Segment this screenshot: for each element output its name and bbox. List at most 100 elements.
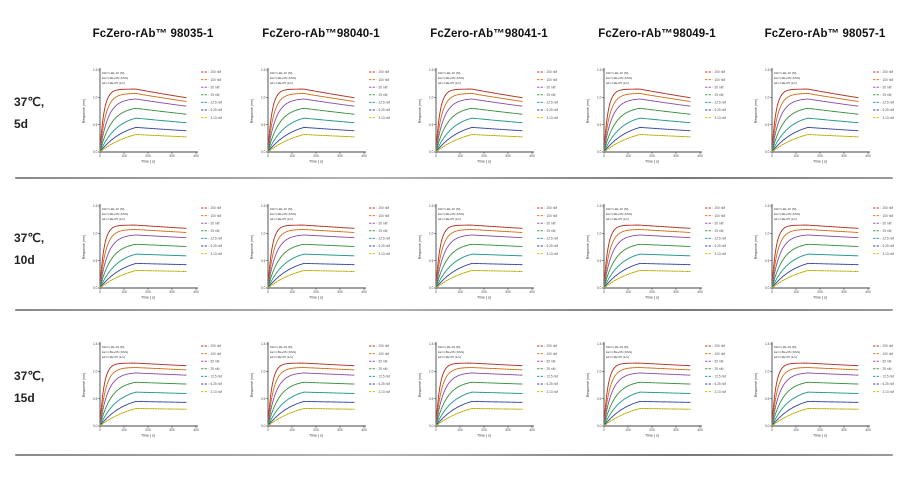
svg-text:200: 200: [481, 154, 487, 158]
svg-text:0.5: 0.5: [261, 259, 266, 263]
svg-text:1.0: 1.0: [261, 369, 266, 373]
svg-text:1.0: 1.0: [765, 369, 770, 373]
fit-overlay: [267, 117, 355, 153]
svg-text:100: 100: [457, 154, 463, 158]
svg-text:12.5 nM: 12.5 nM: [547, 101, 559, 105]
svg-text:ka=1.6E+05 (1/Ms): ka=1.6E+05 (1/Ms): [438, 212, 464, 216]
fit-overlay: [603, 127, 691, 153]
svg-text:0: 0: [771, 154, 773, 158]
svg-text:300: 300: [169, 290, 175, 294]
svg-text:0: 0: [771, 428, 773, 432]
curve-25nM: [99, 381, 187, 427]
svg-text:1.5: 1.5: [597, 68, 602, 72]
svg-text:0.5: 0.5: [597, 123, 602, 127]
fit-overlay: [603, 367, 691, 427]
svg-text:0.0: 0.0: [261, 424, 266, 428]
axes: 0 100 200 300 400 0.0 0.5 1.0 1.5 Time ( s) Respon…: [586, 68, 703, 164]
curve-50nM: [435, 234, 523, 289]
kinetics-annotation: KD=1.2E-10 (M)ka=1.6E+05 (1/Ms)kd=1.9E-0…: [606, 207, 632, 221]
svg-text:3.13 nM: 3.13 nM: [547, 116, 559, 120]
svg-text:25 nM: 25 nM: [547, 93, 556, 97]
svg-text:200: 200: [817, 290, 823, 294]
sensorgram-chart-r2c1: 0 100 200 300 400 0.0 0.5 1.0 1.5 Time ( s) Respon…: [82, 204, 223, 300]
sensorgram-chart-r2c4: 0 100 200 300 400 0.0 0.5 1.0 1.5 Time ( s) Respon…: [586, 204, 727, 300]
svg-text:kd=1.9E-05 (1/s): kd=1.9E-05 (1/s): [606, 217, 629, 221]
svg-text:50 nM: 50 nM: [547, 359, 556, 363]
fit-overlay: [603, 134, 691, 153]
fit-overlay: [267, 382, 355, 427]
chart-cell: 0 100 200 300 400 0.0 0.5 1.0 1.5 Time ( s) Respon…: [582, 58, 732, 176]
svg-text:1.5: 1.5: [765, 204, 770, 208]
svg-text:25 nM: 25 nM: [379, 93, 388, 97]
svg-text:0: 0: [435, 428, 437, 432]
curve-125nM: [435, 391, 523, 427]
svg-text:300: 300: [169, 154, 175, 158]
svg-text:kd=1.9E-05 (1/s): kd=1.9E-05 (1/s): [270, 355, 293, 359]
svg-text:0.5: 0.5: [765, 123, 770, 127]
svg-text:0: 0: [267, 428, 269, 432]
svg-text:ka=1.6E+05 (1/Ms): ka=1.6E+05 (1/Ms): [102, 76, 128, 80]
kinetics-annotation: KD=1.2E-10 (M)ka=1.6E+05 (1/Ms)kd=1.9E-0…: [102, 345, 128, 359]
y-axis-label: Response (nm): [418, 99, 422, 124]
svg-text:3.13 nM: 3.13 nM: [547, 252, 559, 256]
svg-text:Time ( s): Time ( s): [477, 296, 491, 300]
svg-text:12.5 nM: 12.5 nM: [211, 375, 223, 379]
sensorgram-chart-r3c2: 0 100 200 300 400 0.0 0.5 1.0 1.5 Time ( s) Respon…: [250, 342, 390, 438]
svg-text:100: 100: [793, 428, 799, 432]
y-axis-label: Response (nm): [754, 235, 758, 260]
svg-text:0: 0: [99, 154, 101, 158]
fit-overlay: [435, 88, 523, 153]
svg-text:1.0: 1.0: [93, 95, 98, 99]
sensorgram-chart-r1c1: 0 100 200 300 400 0.0 0.5 1.0 1.5 Time ( s) Respon…: [82, 68, 222, 164]
concentration-curves: [771, 224, 859, 289]
fit-overlay: [435, 270, 523, 289]
legend: 200 nM 100 nM 50 nM 25 nM 12.5 nM 6.25 nM 3.13…: [201, 70, 222, 120]
svg-text:400: 400: [193, 154, 199, 158]
svg-text:kd=1.9E-05 (1/s): kd=1.9E-05 (1/s): [102, 81, 125, 85]
axes: 0 100 200 300 400 0.0 0.5 1.0 1.5 Time ( s) Respon…: [418, 204, 535, 300]
chart-row-15d: 0 100 200 300 400 0.0 0.5 1.0 1.5 Time ( s) Respon…: [78, 332, 900, 450]
svg-text:100 nM: 100 nM: [547, 214, 558, 218]
fit-overlay: [99, 127, 187, 153]
svg-text:0.0: 0.0: [261, 150, 266, 154]
svg-text:6.25 nM: 6.25 nM: [379, 108, 391, 112]
sensorgram-chart-r3c1: 0 100 200 300 400 0.0 0.5 1.0 1.5 Time ( s) Respon…: [82, 342, 223, 438]
svg-text:25 nM: 25 nM: [379, 367, 388, 371]
svg-text:1.5: 1.5: [765, 342, 770, 346]
column-header-98035-1: FcZero-rAb™ 98035-1: [92, 28, 214, 40]
chart-cell: 0 100 200 300 400 0.0 0.5 1.0 1.5 Time ( s) Respon…: [750, 194, 900, 312]
svg-text:1.5: 1.5: [261, 342, 266, 346]
svg-text:400: 400: [529, 428, 535, 432]
legend: 200 nM 100 nM 50 nM 25 nM 12.5 nM 6.25 nM 3.13…: [873, 344, 894, 394]
svg-text:6.25 nM: 6.25 nM: [211, 244, 223, 248]
svg-text:200 nM: 200 nM: [379, 344, 390, 348]
curve-100nM: [603, 93, 691, 153]
svg-text:0.0: 0.0: [765, 424, 770, 428]
svg-text:6.25 nM: 6.25 nM: [547, 108, 559, 112]
legend: 200 nM 100 nM 50 nM 25 nM 12.5 nM 6.25 nM 3.13…: [537, 344, 558, 394]
svg-text:Time ( s): Time ( s): [477, 434, 491, 438]
column-headers: FcZero-rAb™ 98035-1 FcZero-rAb™98040-1 F…: [78, 28, 900, 40]
svg-text:3.13 nM: 3.13 nM: [715, 252, 727, 256]
chart-cell: 0 100 200 300 400 0.0 0.5 1.0 1.5 Time ( s) Respon…: [414, 58, 564, 176]
svg-text:300: 300: [505, 290, 511, 294]
svg-text:200 nM: 200 nM: [883, 344, 894, 348]
row-divider: [15, 177, 893, 179]
svg-text:12.5 nM: 12.5 nM: [211, 101, 223, 105]
row-label-10d: 37℃, 10d: [14, 228, 44, 271]
fit-overlay: [603, 98, 691, 153]
kinetics-annotation: KD=1.2E-10 (M)ka=1.6E+05 (1/Ms)kd=1.9E-0…: [102, 71, 128, 85]
svg-text:6.25 nM: 6.25 nM: [211, 382, 223, 386]
fit-overlay: [771, 98, 859, 153]
svg-text:1.5: 1.5: [93, 204, 98, 208]
fit-overlay: [771, 382, 859, 427]
axes: 0 100 200 300 400 0.0 0.5 1.0 1.5 Time ( s) Respon…: [250, 204, 367, 300]
svg-text:Time ( s): Time ( s): [645, 160, 659, 164]
svg-text:100: 100: [625, 290, 631, 294]
svg-text:100: 100: [457, 428, 463, 432]
svg-text:1.0: 1.0: [93, 369, 98, 373]
svg-text:200 nM: 200 nM: [547, 70, 558, 74]
fit-overlay: [771, 108, 859, 153]
kinetics-annotation: KD=1.2E-10 (M)ka=1.6E+05 (1/Ms)kd=1.9E-0…: [438, 71, 464, 85]
fit-overlay: [435, 224, 523, 289]
